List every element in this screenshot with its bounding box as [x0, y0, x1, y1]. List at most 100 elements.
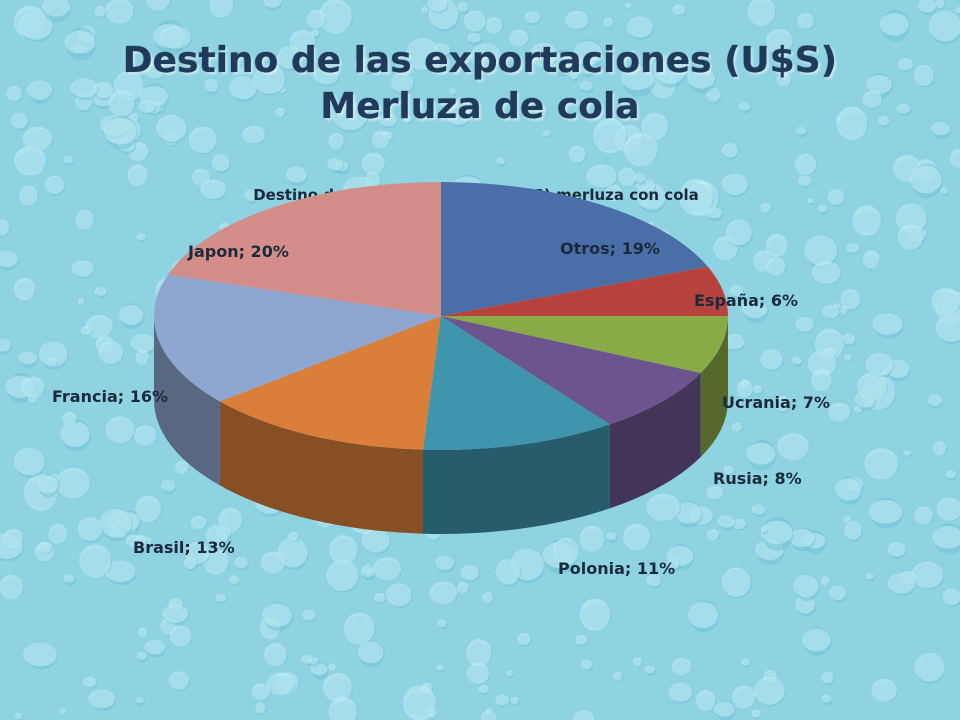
water-drop	[633, 657, 643, 667]
water-drop	[144, 639, 167, 658]
water-drop	[135, 697, 145, 706]
water-drop	[897, 58, 915, 72]
water-drop	[160, 26, 192, 51]
water-drop	[822, 347, 837, 360]
water-drop	[765, 233, 789, 258]
water-drop	[98, 340, 124, 366]
slide-title-line-1: Destino de las exportaciones (U$S)	[122, 40, 838, 81]
water-drop	[739, 102, 752, 114]
water-drop	[565, 10, 590, 31]
water-drop	[358, 640, 385, 668]
water-drop	[811, 368, 833, 391]
water-drop	[436, 664, 445, 673]
water-drop	[897, 224, 925, 251]
water-drop	[636, 179, 657, 195]
water-drop	[94, 6, 107, 19]
water-drop	[444, 98, 474, 128]
water-drop	[821, 694, 833, 706]
water-drop	[0, 338, 13, 355]
water-drop	[326, 559, 360, 593]
pie-side-francia	[154, 316, 220, 486]
water-drop	[146, 0, 171, 11]
water-drop	[457, 1, 470, 14]
water-drop	[14, 145, 47, 176]
water-drop	[836, 106, 869, 140]
water-drop	[302, 609, 317, 622]
water-drop	[21, 376, 46, 398]
water-drop	[42, 0, 71, 23]
water-drop	[717, 514, 736, 531]
water-drop	[843, 516, 852, 525]
slice-label-ucrania: Ucrania; 7%	[722, 393, 830, 412]
water-drop	[10, 112, 29, 132]
water-drop	[633, 172, 647, 185]
water-drop	[722, 143, 739, 160]
water-drop	[168, 671, 190, 691]
water-drop	[48, 357, 59, 366]
water-drop	[495, 694, 511, 707]
water-drop	[218, 507, 244, 533]
water-drop	[626, 16, 655, 40]
water-drop	[127, 164, 149, 186]
water-drop	[811, 261, 842, 285]
water-drop	[506, 670, 514, 679]
water-drop	[343, 612, 376, 645]
water-drop	[829, 585, 847, 603]
water-drop	[188, 126, 218, 155]
water-drop	[866, 573, 876, 582]
water-drop	[593, 118, 628, 154]
water-drop	[234, 556, 249, 571]
water-drop	[751, 504, 767, 518]
water-drop	[530, 42, 558, 68]
water-drop	[535, 105, 548, 117]
water-drop	[88, 689, 117, 711]
water-drop	[6, 86, 23, 102]
pie-side-rusia	[609, 373, 701, 509]
water-drop	[203, 549, 230, 575]
water-drop	[252, 64, 286, 96]
water-drop	[105, 416, 136, 444]
water-drop	[839, 305, 849, 314]
water-drop	[427, 0, 449, 14]
water-drop	[675, 501, 703, 528]
water-drop	[386, 583, 413, 608]
water-drop	[878, 115, 891, 128]
water-drop	[244, 189, 259, 204]
pie-slice-otros	[441, 182, 708, 316]
water-drop	[328, 696, 358, 720]
water-drop	[391, 73, 415, 95]
water-drop	[435, 555, 455, 573]
water-drop	[935, 0, 946, 10]
water-drop	[402, 685, 437, 720]
water-drop	[928, 10, 960, 45]
water-drop	[104, 115, 138, 150]
water-drop	[467, 32, 483, 46]
water-drop	[328, 663, 337, 672]
pie-slice-ucrania	[441, 316, 728, 374]
water-drop	[918, 0, 937, 16]
pie-side-ucrania	[700, 316, 728, 458]
water-drop	[573, 39, 604, 71]
water-drop	[842, 333, 857, 347]
water-drop	[509, 29, 530, 47]
water-drop	[263, 0, 283, 11]
water-drop	[3, 528, 25, 548]
pie-slice-francia	[154, 274, 441, 402]
water-drop	[887, 573, 917, 597]
water-drop	[760, 349, 784, 371]
water-drop	[778, 395, 788, 406]
water-drop	[328, 133, 345, 150]
water-drop	[134, 534, 148, 546]
water-drop	[914, 64, 935, 88]
water-drop	[482, 592, 494, 606]
water-drop	[77, 298, 86, 306]
water-drop	[863, 250, 881, 268]
water-drop	[169, 625, 193, 647]
water-drop	[18, 350, 38, 368]
water-drop	[909, 163, 943, 199]
slice-label-brasil: Brasil; 13%	[133, 538, 235, 557]
water-drop	[644, 665, 657, 677]
water-drop	[71, 260, 95, 279]
water-drop	[646, 574, 662, 589]
